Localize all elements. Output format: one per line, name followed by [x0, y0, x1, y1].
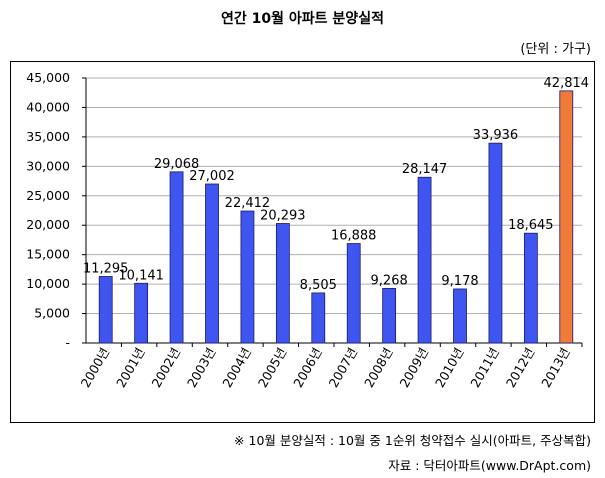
data-label: 10,141 — [118, 268, 164, 283]
y-tick-label: 30,000 — [26, 158, 70, 173]
data-label: 22,412 — [225, 196, 271, 211]
x-tick-label: 2010년 — [432, 345, 467, 390]
y-tick-label: 15,000 — [26, 247, 70, 262]
x-tick-label: 2007년 — [326, 345, 361, 390]
source-credit: 자료 : 닥터아파트(www.DrApt.com) — [388, 458, 591, 473]
y-tick-label: 45,000 — [26, 70, 70, 85]
bar — [417, 176, 432, 344]
footnote: ※ 10월 분양실적 : 10월 중 1순위 청약접수 실시(아파트, 주상복합… — [234, 433, 591, 448]
bars — [98, 90, 574, 344]
bar — [559, 90, 574, 344]
chart-title: 연간 10월 아파트 분양실적 — [221, 11, 384, 27]
data-label: 11,295 — [83, 261, 129, 276]
bar — [169, 171, 184, 344]
x-tick-label: 2011년 — [467, 345, 502, 390]
y-tick-label: 10,000 — [26, 276, 70, 291]
data-label: 9,178 — [441, 274, 478, 289]
data-label: 18,645 — [508, 218, 554, 233]
y-tick-label: - — [65, 335, 70, 350]
data-label: 33,936 — [473, 128, 519, 143]
data-label: 8,505 — [300, 278, 337, 293]
bar — [98, 276, 113, 344]
x-tick-label: 2013년 — [538, 345, 573, 390]
bar — [453, 288, 467, 344]
y-tick-label: 5,000 — [34, 306, 70, 321]
x-tick-label: 2005년 — [255, 345, 290, 390]
bar — [523, 232, 538, 344]
x-tick-label: 2006년 — [290, 345, 325, 390]
x-tick-label: 2000년 — [78, 345, 113, 390]
unit-label: (단위 : 가구) — [520, 42, 591, 57]
bar — [205, 183, 219, 344]
data-label: 27,002 — [189, 169, 235, 184]
x-tick-label: 2004년 — [219, 345, 254, 390]
data-label: 9,268 — [371, 273, 408, 288]
bar — [311, 292, 326, 344]
bar — [134, 282, 149, 344]
chart-frame — [10, 61, 595, 423]
x-tick-label: 2002년 — [149, 345, 184, 390]
x-tick-label: 2008년 — [361, 345, 396, 390]
y-tick-label: 20,000 — [26, 217, 70, 232]
y-tick-label: 25,000 — [26, 188, 70, 203]
y-tick-label: 40,000 — [26, 99, 70, 114]
bar — [240, 210, 255, 344]
data-label: 28,147 — [402, 162, 448, 177]
x-tick-label: 2009년 — [397, 345, 432, 390]
x-tick-label: 2003년 — [184, 345, 219, 390]
bar — [275, 223, 290, 344]
data-label: 42,814 — [544, 76, 590, 91]
bar — [346, 243, 361, 344]
x-tick-label: 2012년 — [503, 345, 538, 390]
data-label: 16,888 — [331, 229, 377, 244]
bar — [488, 142, 503, 344]
bar — [382, 288, 397, 344]
data-label: 20,293 — [260, 208, 306, 223]
y-tick-label: 35,000 — [26, 129, 70, 144]
data-label: 29,068 — [154, 157, 200, 172]
x-tick-label: 2001년 — [113, 345, 148, 390]
